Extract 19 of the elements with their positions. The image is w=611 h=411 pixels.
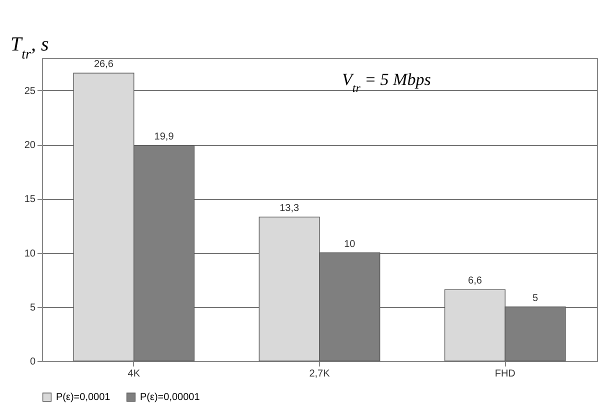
- y-tick-label: 20: [24, 140, 36, 152]
- data-label: 5: [532, 292, 538, 304]
- x-tick-label: FHD: [494, 368, 516, 380]
- data-label: 19,9: [154, 132, 174, 143]
- legend-label: P(ε)=0,0001: [56, 392, 111, 404]
- y-tick-label: 0: [30, 356, 36, 368]
- y-tick-label: 10: [24, 248, 36, 260]
- data-label: 26,6: [94, 59, 114, 70]
- data-label: 13,3: [280, 203, 300, 214]
- legend-label: P(ε)=0,00001: [140, 392, 200, 404]
- y-tick-label: 5: [30, 302, 36, 314]
- y-axis-title: T$_{tr}$, s: [10, 34, 49, 62]
- x-tick-label: 4K: [128, 368, 140, 380]
- annotation: V$_{tr}$ = 5 Mbps: [342, 70, 432, 95]
- y-tick-label: 25: [24, 86, 36, 97]
- y-tick-label: 15: [24, 194, 36, 206]
- x-tick-label: 2,7K: [309, 368, 330, 380]
- data-label: 6,6: [468, 276, 482, 287]
- data-label: 10: [344, 238, 356, 250]
